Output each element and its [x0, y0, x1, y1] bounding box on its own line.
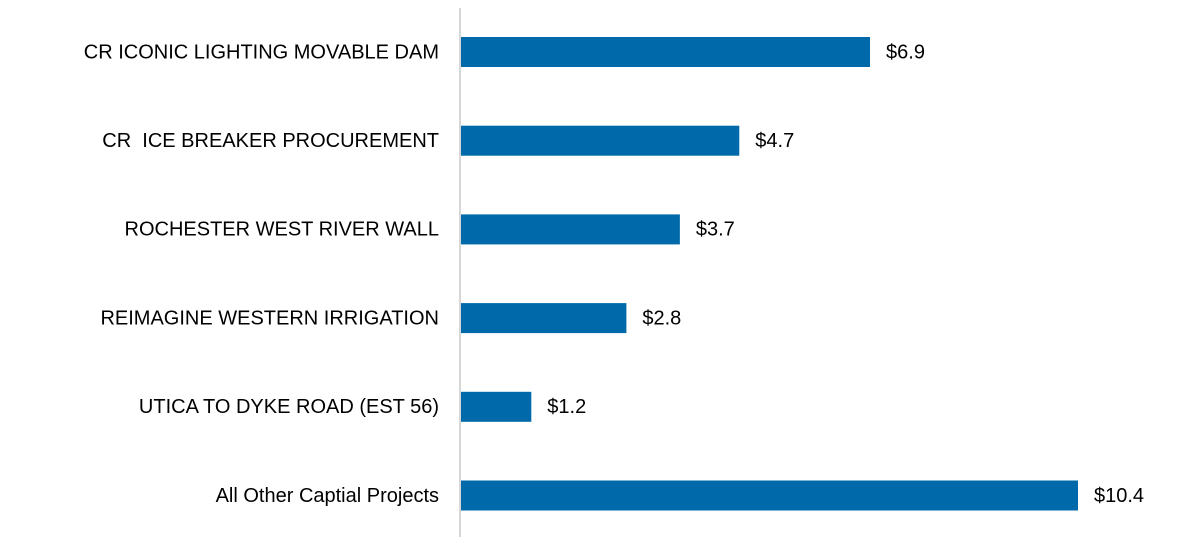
bar [461, 480, 1078, 511]
value-label: $3.7 [696, 219, 735, 241]
value-label: $10.4 [1094, 485, 1144, 507]
category-label: CR ICE BREAKER PROCUREMENT [102, 130, 439, 152]
category-label: ROCHESTER WEST RIVER WALL [125, 219, 440, 241]
bar [461, 125, 740, 156]
bar [461, 37, 871, 67]
value-label: $2.8 [642, 307, 681, 329]
bar [461, 391, 532, 422]
category-label: UTICA TO DYKE ROAD (EST 56) [139, 396, 439, 418]
category-label: CR ICONIC LIGHTING MOVABLE DAM [84, 41, 439, 63]
value-label: $6.9 [886, 41, 925, 63]
category-label: REIMAGINE WESTERN IRRIGATION [100, 307, 439, 329]
value-label: $4.7 [755, 130, 794, 152]
value-label: $1.2 [547, 396, 586, 418]
category-label: All Other Captial Projects [216, 485, 439, 507]
bar [461, 303, 627, 334]
bar [461, 214, 680, 245]
